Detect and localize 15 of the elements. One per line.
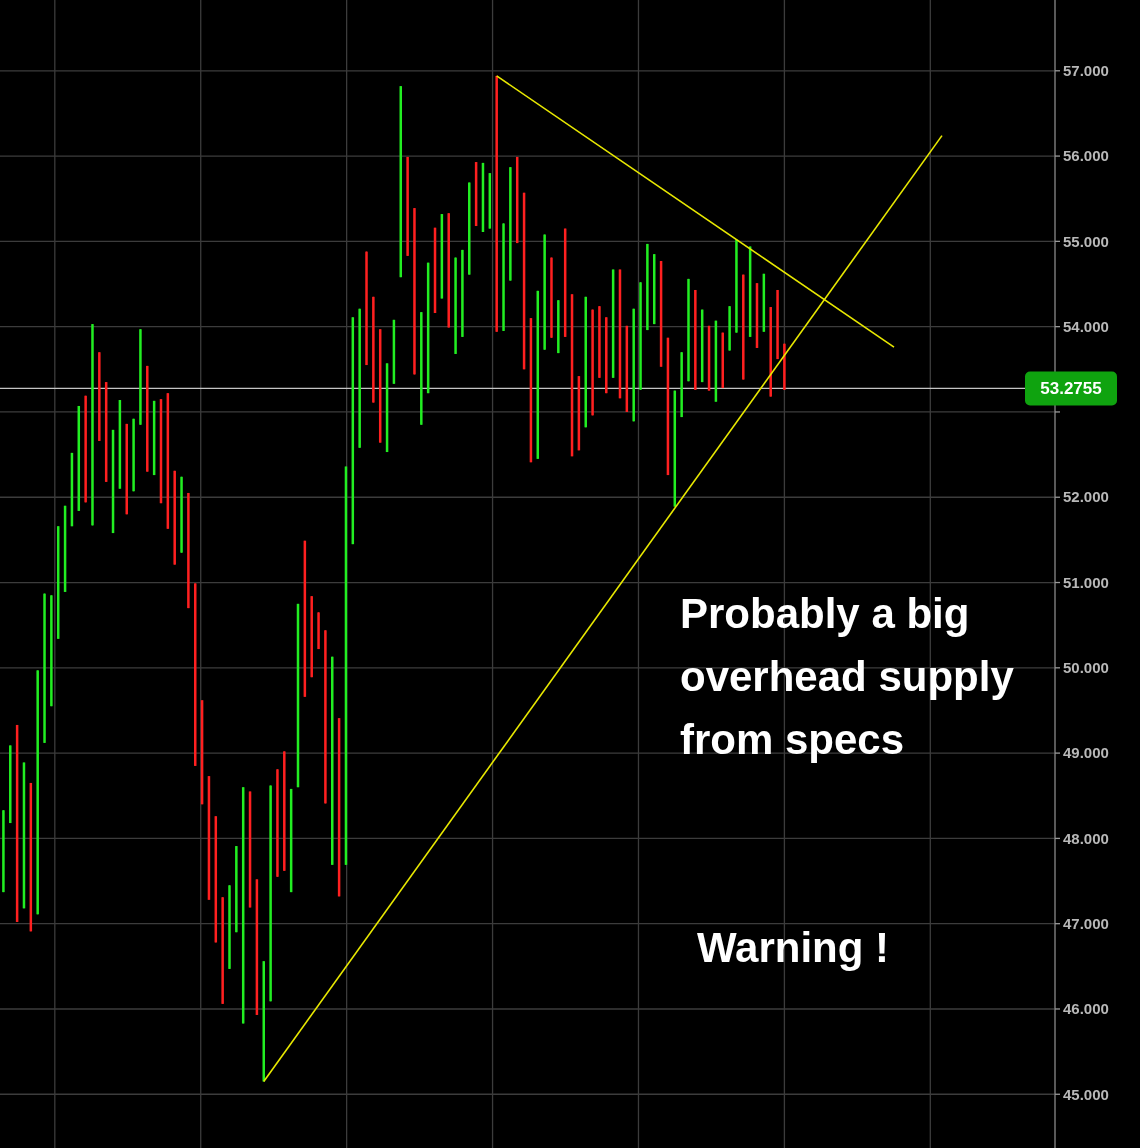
y-tick-label: 46.000	[1063, 1000, 1109, 1018]
y-tick-label: 50.000	[1063, 659, 1109, 677]
y-tick-label: 47.000	[1063, 914, 1109, 932]
y-tick-label: 51.000	[1063, 573, 1109, 591]
y-tick-label: 54.000	[1063, 317, 1109, 335]
y-tick-label: 49.000	[1063, 744, 1109, 762]
annotation: Probably a big overhead supply from specs	[680, 590, 1015, 763]
y-tick-label: 55.000	[1063, 232, 1109, 250]
annotation: Warning !	[697, 924, 890, 971]
y-tick-label: 52.000	[1063, 488, 1109, 506]
y-tick-label: 57.000	[1063, 62, 1109, 80]
ref-line-label: 53.2755	[1040, 379, 1102, 399]
y-tick-label: 48.000	[1063, 829, 1109, 847]
y-tick-label: 45.000	[1063, 1085, 1109, 1103]
y-tick-label: 56.000	[1063, 147, 1109, 165]
